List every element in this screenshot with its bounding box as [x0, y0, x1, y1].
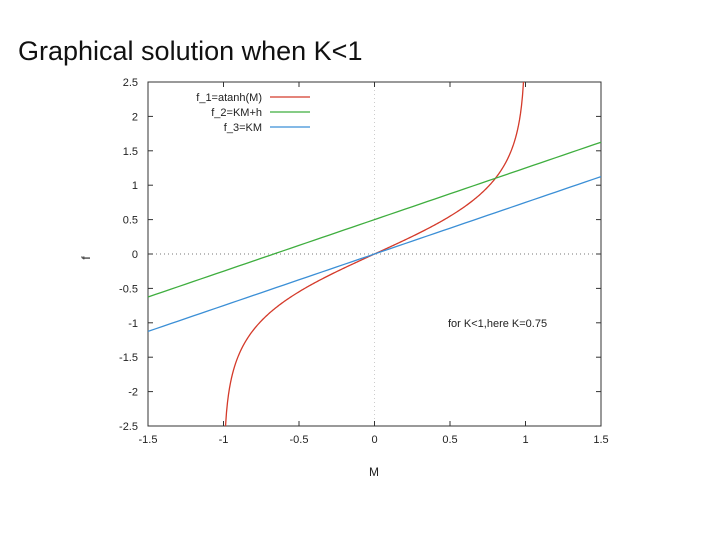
y-tick-label: 1: [132, 180, 138, 192]
x-tick-label: 0.5: [442, 434, 457, 446]
chart-annotation: for K<1,here K=0.75: [448, 318, 547, 330]
y-tick-label: 2: [132, 111, 138, 123]
legend-label: f_2=KM+h: [211, 107, 262, 119]
series-line-2: [147, 141, 602, 298]
y-axis-label: f: [79, 256, 93, 260]
x-tick-label: -0.5: [290, 434, 309, 446]
series-line-3: [147, 175, 602, 333]
x-tick-label: 1: [522, 434, 528, 446]
y-tick-label: -1: [128, 318, 138, 330]
x-tick-label: -1: [219, 434, 229, 446]
legend: f_1=atanh(M) f_2=KM+h f_3=KM: [196, 92, 310, 134]
y-tick-label: 2.5: [123, 77, 138, 89]
series-group: [147, 81, 602, 427]
ticks: -1.5 -1 -0.5 0 0.5 1 1.5 2.5 2 1.5 1 0.5 0 -0.5 -1 -1.5…: [119, 77, 609, 446]
legend-label: f_3=KM: [224, 122, 262, 134]
x-tick-label: 1.5: [593, 434, 608, 446]
x-tick-label: 0: [371, 434, 377, 446]
x-axis-label: M: [369, 465, 379, 479]
x-tick-label: -1.5: [139, 434, 158, 446]
y-tick-label: -1.5: [119, 352, 138, 364]
y-tick-label: 0: [132, 249, 138, 261]
slide-title: Graphical solution when K<1: [18, 36, 363, 66]
y-tick-label: -2.5: [119, 421, 138, 433]
y-tick-label: -0.5: [119, 283, 138, 295]
y-tick-label: 1.5: [123, 146, 138, 158]
legend-label: f_1=atanh(M): [196, 92, 262, 104]
y-tick-label: 0.5: [123, 215, 138, 227]
y-tick-label: -2: [128, 387, 138, 399]
